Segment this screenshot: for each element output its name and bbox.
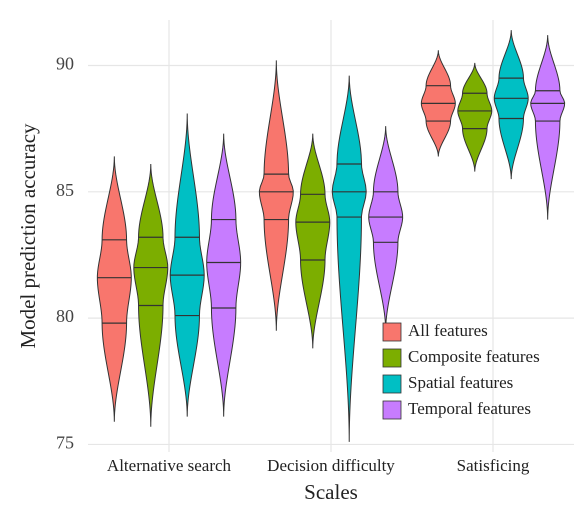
legend-swatch <box>382 400 402 420</box>
x-axis-title: Scales <box>304 480 358 504</box>
violin <box>368 126 404 331</box>
grid <box>88 20 574 452</box>
violin <box>133 163 169 427</box>
y-tick-label: 80 <box>56 306 74 326</box>
legend-label: Composite features <box>408 347 540 366</box>
legend-swatch <box>382 322 402 342</box>
violin <box>169 113 205 417</box>
violin <box>206 133 242 417</box>
y-tick-label: 90 <box>56 54 74 74</box>
y-tick-label: 75 <box>56 433 74 453</box>
violin <box>493 30 529 180</box>
violin <box>96 156 132 422</box>
x-tick-label: Satisficing <box>457 456 530 475</box>
violin <box>331 75 367 442</box>
y-axis-title: Model prediction accuracy <box>16 123 40 349</box>
legend-label: All features <box>408 321 488 340</box>
legend-swatch <box>382 348 402 368</box>
x-tick-label: Alternative search <box>107 456 232 475</box>
legend-label: Temporal features <box>408 399 531 418</box>
legend-label: Spatial features <box>408 373 513 392</box>
x-tick-label: Decision difficulty <box>267 456 395 475</box>
violin <box>457 62 493 172</box>
legend: All features Composite features Spatial fe… <box>382 321 540 420</box>
violin <box>258 60 294 331</box>
legend-swatch <box>382 374 402 394</box>
y-tick-label: 85 <box>56 180 74 200</box>
violin <box>530 35 566 220</box>
violin <box>295 133 331 349</box>
